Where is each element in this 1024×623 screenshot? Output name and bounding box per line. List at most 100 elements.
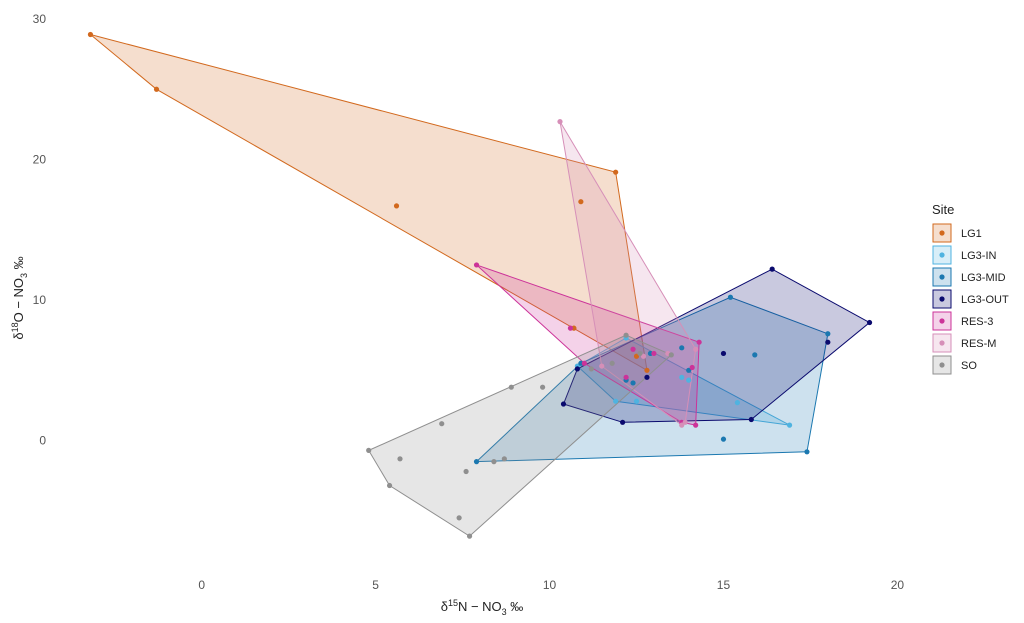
- point-lg1: [87, 31, 94, 38]
- y-axis-title: δ18O − NO3 ‰: [10, 256, 29, 339]
- point-res-m: [682, 419, 688, 425]
- point-lg1: [644, 367, 650, 373]
- legend-label: LG3-OUT: [961, 294, 1009, 306]
- point-so: [609, 360, 615, 366]
- y-tick-label: 10: [33, 293, 47, 307]
- point-res-3: [693, 422, 699, 428]
- hull-lg3-mid: [475, 296, 829, 463]
- point-lg3-out: [748, 416, 754, 423]
- point-so: [386, 482, 393, 489]
- point-lg1: [633, 353, 640, 359]
- point-so: [456, 515, 462, 521]
- legend-marker: [939, 274, 945, 280]
- point-res-m: [599, 363, 605, 369]
- legend-item-lg1: LG1: [932, 223, 982, 243]
- point-res-3: [567, 325, 574, 331]
- y-tick-label: 0: [39, 434, 46, 448]
- legend: Site LG1 LG3-IN LG3-MID LG3-OUT RES-3 RES-M SO: [932, 202, 1009, 375]
- point-res-3: [651, 350, 657, 357]
- legend-title: Site: [932, 202, 954, 217]
- point-res-m: [679, 422, 685, 428]
- legend-label: LG3-MID: [961, 272, 1006, 284]
- point-lg3-out: [574, 366, 580, 372]
- point-so: [466, 533, 473, 539]
- point-lg3-mid: [752, 352, 758, 358]
- legend-marker: [939, 252, 945, 258]
- x-axis-title: δ15N − NO3 ‰: [441, 598, 524, 617]
- point-res-3: [581, 360, 587, 366]
- legend-marker: [939, 318, 945, 324]
- point-so: [588, 366, 594, 372]
- point-lg3-in: [734, 400, 740, 406]
- point-lg3-mid: [804, 449, 810, 455]
- point-lg1: [578, 199, 584, 205]
- hull-res-3: [476, 264, 700, 426]
- point-so: [397, 456, 403, 462]
- legend-label: LG3-IN: [961, 250, 997, 262]
- point-res-3: [630, 346, 636, 352]
- point-lg3-mid: [686, 367, 692, 373]
- point-res-m: [557, 119, 563, 125]
- legend-marker: [939, 362, 945, 368]
- x-tick-label: 10: [543, 578, 557, 592]
- point-res-m: [640, 353, 647, 359]
- legend-marker: [939, 340, 945, 346]
- point-lg3-out: [720, 350, 727, 357]
- point-lg3-out: [620, 419, 626, 425]
- point-res-3: [689, 364, 695, 371]
- legend-item-lg3-mid: LG3-MID: [932, 267, 1006, 287]
- point-lg1: [393, 203, 400, 209]
- point-lg3-out: [644, 374, 650, 380]
- point-lg3-in: [633, 398, 640, 404]
- x-tick-label: 0: [198, 578, 205, 592]
- legend-item-res-3: RES-3: [932, 311, 993, 331]
- point-lg3-in: [679, 374, 685, 380]
- point-so: [623, 332, 629, 338]
- point-lg3-mid: [473, 459, 480, 465]
- legend-marker: [939, 230, 945, 236]
- hull-polygons: [90, 33, 871, 537]
- point-lg3-mid: [679, 345, 685, 351]
- point-so: [668, 352, 674, 358]
- point-so: [366, 447, 372, 453]
- point-so: [501, 456, 507, 462]
- y-tick-label: 20: [33, 153, 47, 167]
- point-so: [637, 350, 643, 357]
- legend-item-lg3-in: LG3-IN: [932, 245, 997, 265]
- point-lg3-mid: [720, 436, 727, 442]
- point-lg3-in: [786, 422, 793, 428]
- point-lg3-out: [825, 339, 831, 345]
- point-lg3-mid: [825, 331, 831, 337]
- point-lg3-out: [560, 401, 567, 407]
- point-res-3: [696, 339, 702, 345]
- point-so: [463, 468, 469, 475]
- legend-label: SO: [961, 360, 977, 372]
- point-lg1: [153, 86, 160, 92]
- data-points: [87, 31, 873, 539]
- legend-label: RES-3: [961, 316, 993, 328]
- point-lg3-mid: [727, 294, 734, 300]
- point-lg3-mid: [630, 380, 636, 386]
- x-tick-labels: 0 5 10 15 20: [198, 578, 904, 592]
- legend-label: RES-M: [961, 338, 996, 350]
- legend-marker: [939, 296, 945, 302]
- point-so: [540, 384, 546, 390]
- point-so: [439, 421, 445, 427]
- point-lg3-out: [866, 319, 873, 326]
- x-tick-label: 20: [891, 578, 905, 592]
- y-tick-label: 30: [33, 12, 47, 26]
- point-lg1: [613, 169, 619, 175]
- point-lg3-in: [686, 377, 692, 383]
- legend-label: LG1: [961, 228, 982, 240]
- point-res-3: [623, 374, 629, 380]
- point-lg3-out: [769, 266, 775, 272]
- point-so: [508, 384, 514, 390]
- legend-item-so: SO: [932, 355, 977, 375]
- x-tick-label: 15: [717, 578, 731, 592]
- x-tick-label: 5: [372, 578, 379, 592]
- legend-item-res-m: RES-M: [932, 333, 996, 353]
- hull-so: [367, 334, 673, 537]
- point-so: [491, 459, 497, 465]
- y-tick-labels: 0 10 20 30: [33, 12, 47, 448]
